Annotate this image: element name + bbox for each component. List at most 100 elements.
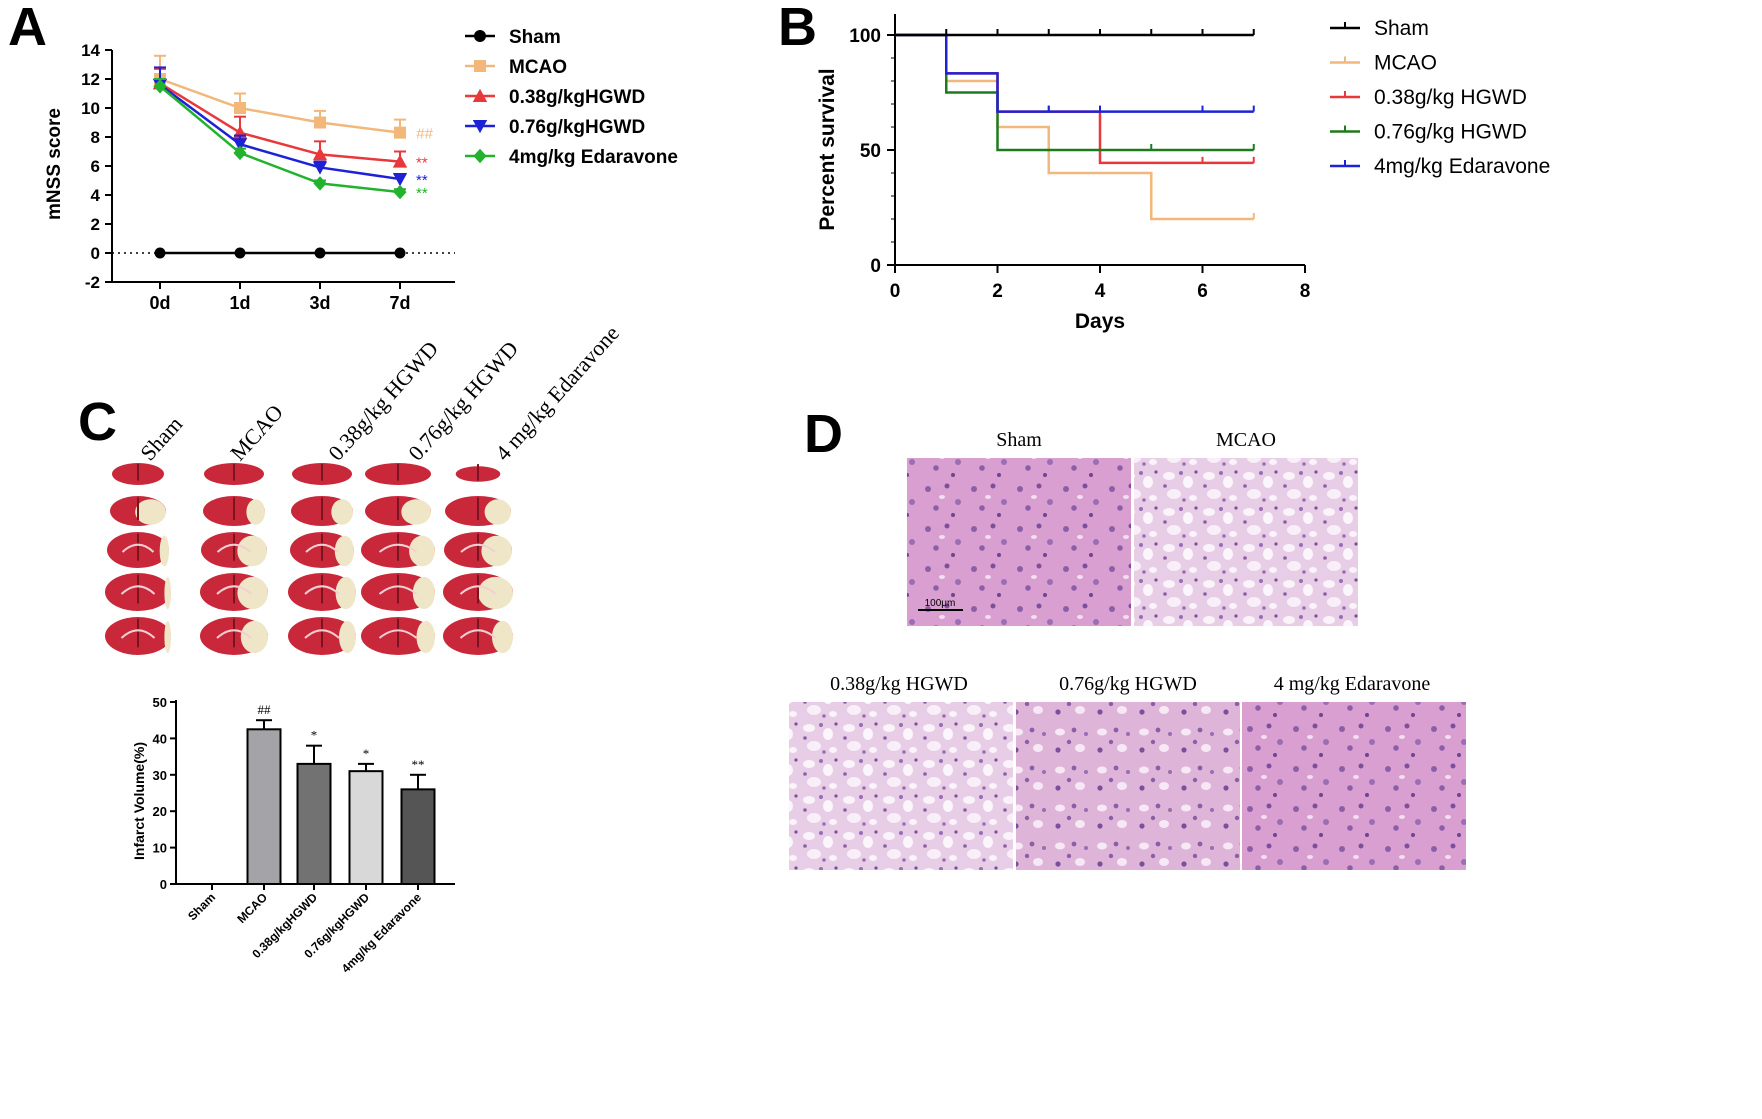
survival-step-line [895,33,1254,152]
legend-marker [474,60,486,72]
legend-marker [473,148,487,164]
ventricle-outline [216,585,252,595]
infarct-area [331,499,353,525]
legend-label: 0.76g/kg HGWD [1374,121,1527,144]
y-tick-label: 12 [81,70,100,89]
y-tick-label: 40 [153,731,167,746]
x-axis-title: Days [1075,310,1125,333]
data-point [234,247,246,259]
infarct-area [237,576,268,610]
significance-mark: * [363,746,370,761]
bar [296,762,332,886]
legend-label: MCAO [509,57,567,78]
panel-d-he-stain: Sham MCAO 100μm 0.38g/kg HGWD 0.76g/kg HGWD 4… [789,429,1466,870]
x-tick-label: 8 [1300,281,1311,302]
y-tick-label: 8 [91,128,100,147]
he-micrograph [1134,458,1358,626]
ventricle-outline [378,543,418,553]
he-micrograph [789,702,1013,870]
x-tick-label: 6 [1197,281,1208,302]
y-tick-label: 0 [91,244,100,263]
ventricle-outline [459,585,497,595]
image-label: Sham [996,429,1042,451]
image-label: MCAO [1216,429,1276,451]
data-point [392,173,408,187]
ventricle-outline [216,629,252,639]
x-tick-label: 0d [149,293,170,313]
data-point [392,154,408,168]
y-tick-label: 4 [91,186,101,205]
y-tick-label: 50 [153,695,167,710]
legend-label: 4mg/kg Edaravone [1374,155,1550,178]
infarct-area [335,576,356,610]
chart-b-survival: 0 50 100 0 2 4 6 8 Days Percent survival Sham MCAO 0… [816,14,1550,333]
image-label: 0.38g/kg HGWD [830,673,968,695]
y-tick-label: -2 [85,273,100,292]
data-point [154,247,166,259]
y-axis-title: Percent survival [816,68,839,230]
significance-mark: ** [416,185,428,202]
x-tick-label: 0 [890,281,901,302]
image-label: 4 mg/kg Edaravone [1274,673,1431,695]
infarct-area [409,535,435,567]
data-point [233,145,247,161]
legend-label: MCAO [1374,52,1437,75]
data-point [313,176,327,191]
legend-label: 0.38g/kgHGWD [509,87,645,108]
panel-label-c: C [78,392,117,452]
scale-bar-label: 100μm [925,598,956,609]
panel-label-a: A [8,0,47,57]
series-line [159,85,401,194]
x-tick-label: 2 [992,281,1003,302]
legend-label: 0.38g/kg HGWD [1374,86,1527,109]
y-tick-label: 100 [849,26,881,47]
survival-step-line [895,33,1254,113]
infarct-area [159,535,170,567]
he-micrograph [907,458,1131,626]
data-point [232,138,248,152]
significance-mark: ## [416,126,433,143]
panel-label-d: D [804,404,843,464]
data-point [312,147,328,161]
infarct-area [481,535,512,567]
data-point [394,247,406,259]
x-tick-label: 4 [1095,281,1106,302]
x-tick-label: 1d [229,293,250,313]
infarct-area [164,620,171,654]
x-tick-label: MCAO [234,890,270,926]
data-point [393,184,407,200]
column-label: Sham [135,411,187,465]
he-micrograph [1242,702,1466,870]
ventricle-outline [120,629,156,639]
ventricle-outline [304,585,340,595]
ventricle-outline [378,585,418,595]
he-micrograph [1016,702,1240,870]
infarct-area [484,499,511,525]
y-tick-label: 30 [153,768,167,783]
y-tick-label: 0 [870,256,881,277]
legend-label: 4mg/kg Edaravone [509,147,678,168]
x-tick-label: Sham [185,890,218,923]
y-tick-label: 10 [81,99,100,118]
significance-mark: ** [416,155,428,172]
infarct-area [401,499,431,525]
y-tick-label: 50 [860,141,881,162]
series-line [159,82,401,163]
data-point [234,102,246,114]
series-line [159,83,401,181]
ventricle-outline [304,629,340,639]
legend-marker [472,88,488,102]
infarct-area [164,576,171,610]
data-point [314,116,326,129]
significance-mark: ## [258,702,272,717]
ventricle-outline [378,629,418,639]
x-tick-label: 7d [389,293,410,313]
ventricle-outline [460,543,496,553]
infarct-area [240,620,268,654]
infarct-area [492,620,513,654]
y-tick-label: 10 [153,841,167,856]
infarct-area [334,535,354,567]
